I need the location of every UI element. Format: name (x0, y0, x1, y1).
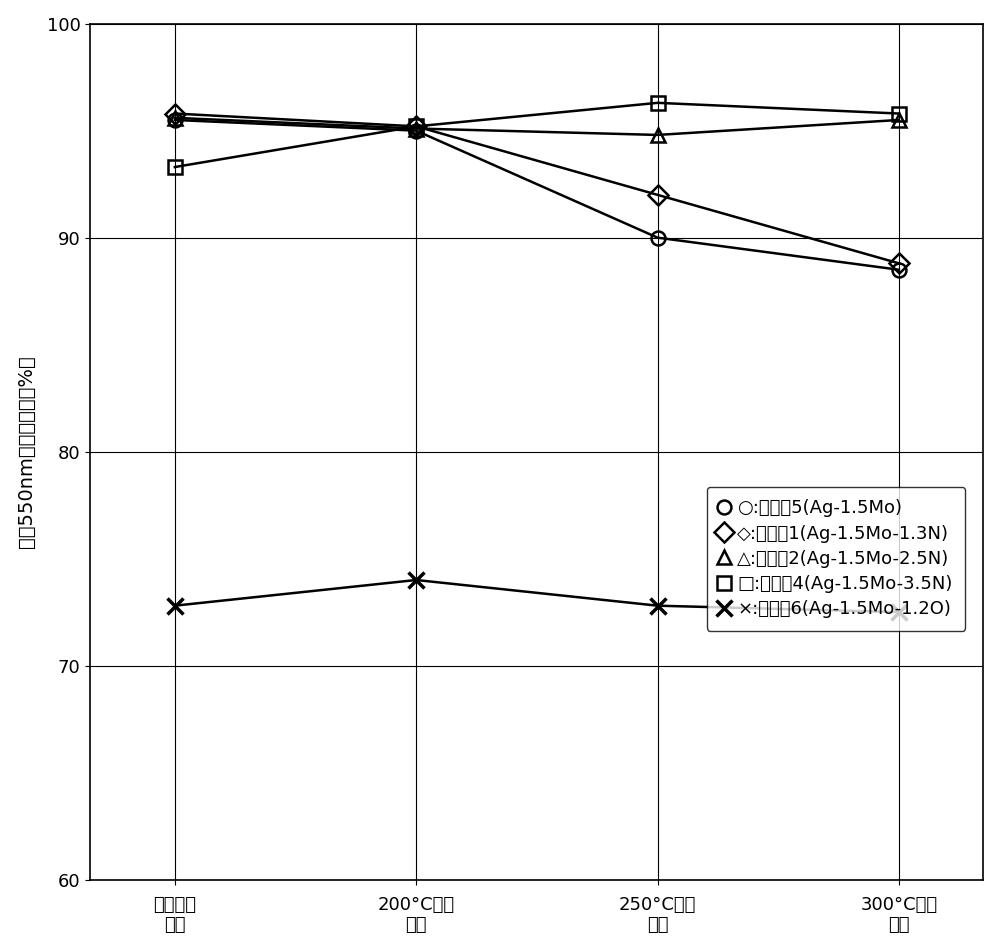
Y-axis label: 波长550nm下的反射率（%）: 波长550nm下的反射率（%） (17, 356, 36, 548)
Legend: ○:比较例5(Ag-1.5Mo), ◇:实施例1(Ag-1.5Mo-1.3N), △:实施例2(Ag-1.5Mo-2.5N), □:实施例4(Ag-1.5Mo-: ○:比较例5(Ag-1.5Mo), ◇:实施例1(Ag-1.5Mo-1.3N),… (707, 487, 965, 631)
